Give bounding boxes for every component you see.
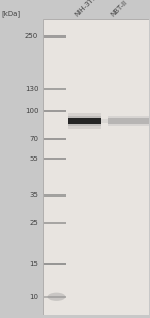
Ellipse shape — [48, 293, 66, 301]
Bar — [44, 222, 66, 224]
Bar — [101, 119, 108, 123]
Text: [kDa]: [kDa] — [2, 11, 21, 17]
Text: 55: 55 — [30, 156, 38, 162]
Bar — [44, 35, 66, 38]
Text: 15: 15 — [29, 261, 38, 267]
Bar — [108, 116, 148, 126]
Bar — [44, 194, 66, 197]
Bar — [108, 118, 148, 123]
Bar — [44, 88, 66, 90]
Text: 25: 25 — [30, 220, 38, 226]
Text: 100: 100 — [25, 107, 38, 114]
Text: NBT-II: NBT-II — [110, 0, 129, 17]
Text: 35: 35 — [29, 192, 38, 198]
Text: 130: 130 — [25, 86, 38, 92]
Bar — [68, 116, 101, 126]
Bar — [44, 158, 66, 160]
Text: 250: 250 — [25, 33, 38, 39]
Bar — [68, 113, 101, 129]
Bar — [68, 118, 101, 124]
Bar — [44, 296, 66, 298]
Bar — [44, 262, 66, 266]
Bar — [44, 109, 66, 112]
Bar — [44, 138, 66, 141]
Text: 10: 10 — [29, 294, 38, 300]
Text: 70: 70 — [29, 136, 38, 142]
Text: NIH-3T3: NIH-3T3 — [74, 0, 98, 17]
